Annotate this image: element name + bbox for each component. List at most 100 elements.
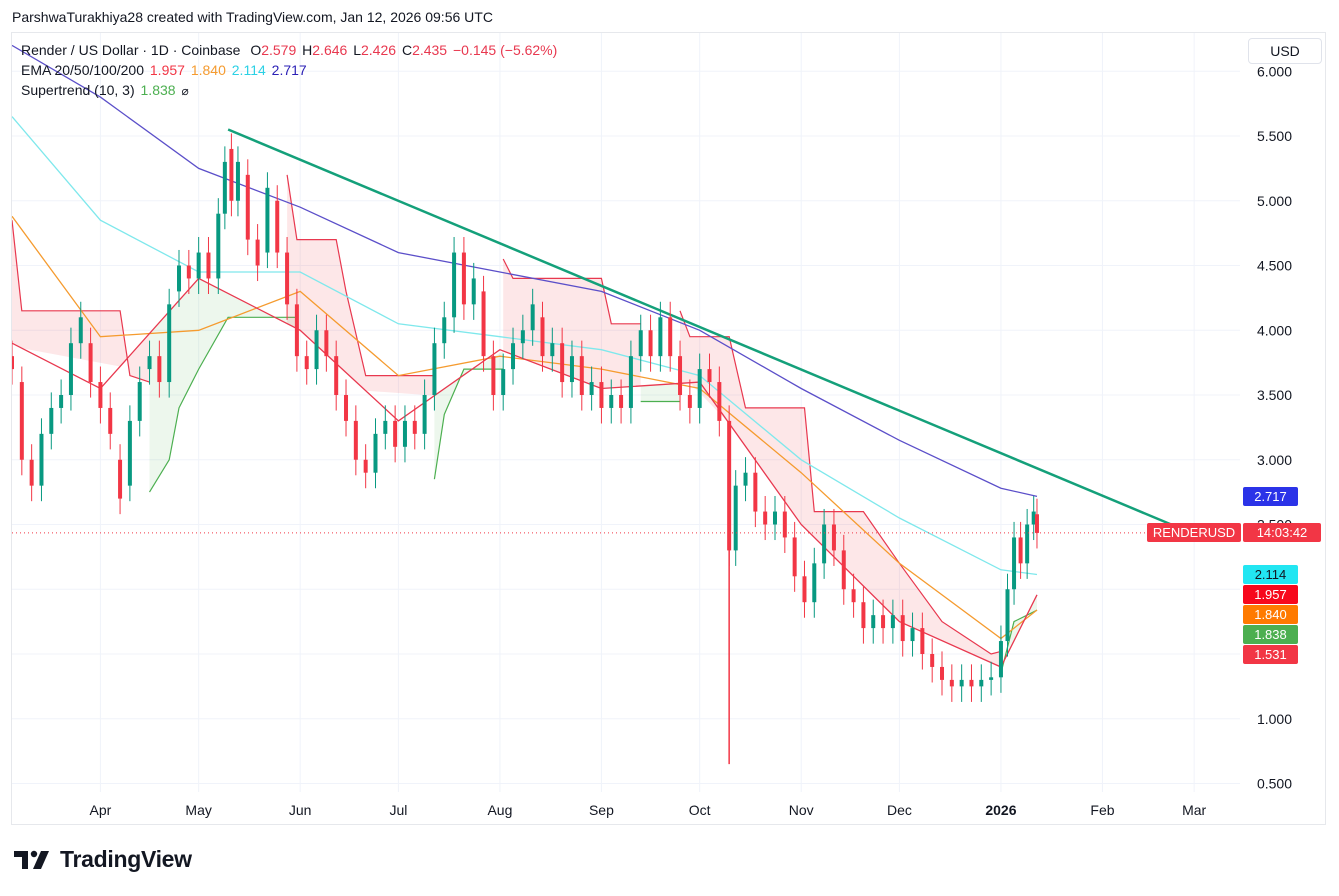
candle-body [540, 317, 545, 357]
candle-body [432, 343, 437, 395]
candle-body [998, 641, 1003, 678]
candle-body [628, 356, 633, 408]
candle-body [29, 459, 34, 486]
supertrend-down-line [679, 310, 1002, 655]
candle-body [861, 602, 866, 629]
symbol-name[interactable]: Render / US Dollar · 1D · Coinbase [21, 42, 241, 58]
candle-body [550, 343, 555, 357]
supertrend-up-line [148, 316, 297, 493]
candle-body [910, 628, 915, 642]
ema20-value: 1.957 [149, 62, 185, 78]
candle-body [1031, 511, 1036, 525]
candle-body [697, 369, 702, 408]
candle-body [363, 459, 368, 473]
candle-body [324, 330, 329, 357]
x-tick-label: Sep [589, 802, 614, 818]
candle-body [177, 265, 182, 292]
candle-body [471, 278, 476, 305]
candle-body [609, 395, 614, 408]
ema100-price-tag: 2.114 [1243, 565, 1298, 584]
candle-body [422, 395, 427, 434]
candle-body [157, 356, 162, 383]
candle-body [108, 407, 113, 434]
candle-body [373, 433, 378, 473]
plot-area[interactable] [10, 44, 1172, 765]
candle-body [235, 161, 240, 201]
y-tick-label: 1.000 [1257, 711, 1292, 727]
candle-body [648, 330, 653, 357]
candle-body [979, 679, 984, 687]
candle-body [68, 343, 73, 395]
countdown-price-tag: 14:03:42 [1243, 523, 1321, 542]
candle-body [383, 420, 388, 434]
candle-body [753, 472, 758, 512]
x-tick-label: Nov [789, 802, 814, 818]
x-tick-label: Oct [689, 802, 711, 818]
brand-name: TradingView [60, 846, 192, 872]
supertrend-legend[interactable]: Supertrend (10, 3) 1.838 ⌀ [21, 82, 191, 98]
candle-body [707, 369, 712, 383]
candle-body [216, 213, 221, 279]
candle-body [147, 356, 152, 370]
ema-label[interactable]: EMA 20/50/100/200 [21, 62, 144, 78]
ohlc-high-value: 2.646 [312, 42, 348, 58]
supertrend-fill [12, 220, 150, 383]
candle-body [186, 265, 191, 279]
candle-body [812, 563, 817, 603]
credit-line: ParshwaTurakhiya28 created with TradingV… [12, 9, 493, 25]
candle-body [831, 524, 836, 551]
candle-body [792, 537, 797, 577]
tradingview-logo[interactable]: TradingView [14, 846, 192, 873]
circle-slash-icon: ⌀ [181, 84, 189, 98]
supertrend-fill [149, 278, 297, 493]
x-tick-label: Jun [289, 802, 312, 818]
candle-body [851, 589, 856, 603]
candle-body [452, 252, 457, 318]
x-tick-label: Jul [389, 802, 407, 818]
candle-body [78, 317, 83, 344]
candle-body [412, 420, 417, 434]
candle-body [668, 317, 673, 357]
ohlc-high-label: H [302, 42, 313, 58]
supertrend-fill [434, 350, 504, 480]
candle-body [989, 677, 994, 680]
candle-body [717, 382, 722, 421]
candle-body [733, 485, 738, 551]
ohlc-close-value: 2.435 [412, 42, 448, 58]
supertrend-fill [503, 259, 641, 389]
x-tick-label: Feb [1090, 802, 1114, 818]
ema200-price-tag: 2.717 [1243, 487, 1298, 506]
candle-body [255, 239, 260, 266]
candle-body [959, 679, 964, 687]
ema-legend[interactable]: EMA 20/50/100/200 1.957 1.840 2.114 2.71… [21, 62, 309, 78]
candle-body [265, 187, 270, 253]
candle-body [39, 433, 44, 486]
candle-body [294, 304, 299, 357]
candle-body [393, 420, 398, 447]
candle-body [402, 420, 407, 447]
ema50-value: 1.840 [190, 62, 226, 78]
candle-body [520, 330, 525, 344]
candle-body [560, 343, 565, 383]
supertrend-label[interactable]: Supertrend (10, 3) [21, 82, 135, 98]
candle-body [491, 356, 496, 395]
candle-body [127, 420, 132, 486]
candle-body [1025, 524, 1030, 564]
symbol-legend[interactable]: Render / US Dollar · 1D · Coinbase O2.57… [21, 42, 559, 58]
candle-body [196, 252, 201, 279]
candle-body [969, 679, 974, 687]
candle-body [167, 304, 172, 383]
supertrend-down-line [12, 220, 150, 383]
candle-body [285, 252, 290, 305]
candle-body [245, 174, 250, 240]
ema200-value: 2.717 [271, 62, 307, 78]
x-tick-label: Apr [90, 802, 112, 818]
candle-body [871, 615, 876, 629]
currency-button[interactable]: USD [1248, 38, 1322, 64]
candle-body [678, 356, 683, 395]
candle-body [949, 679, 954, 687]
candle-body [59, 395, 64, 408]
candle-body [275, 200, 280, 253]
candle-body [98, 382, 103, 408]
